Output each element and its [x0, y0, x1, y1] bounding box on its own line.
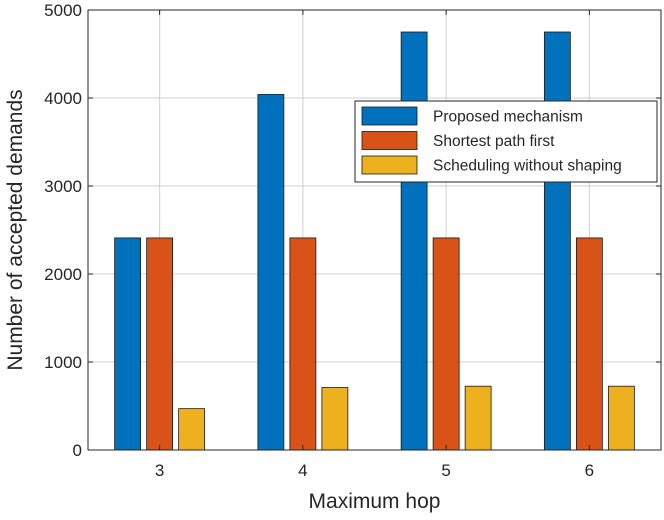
y-tick-label: 3000 [44, 177, 82, 196]
x-tick-label: 6 [585, 461, 594, 480]
bar-proposed-mechanism-4 [257, 94, 285, 451]
plot-frame [87, 9, 662, 451]
x-tick-label: 4 [298, 461, 307, 480]
bar-shortest-path-first-6 [575, 237, 603, 451]
y-tick-label: 5000 [44, 1, 82, 20]
x-axis-label: Maximum hop [309, 490, 441, 513]
bar-proposed-mechanism-5 [400, 31, 428, 451]
bar-shortest-path-first-3 [146, 237, 174, 451]
legend-entry: Proposed mechanism [433, 109, 583, 126]
legend-swatch [361, 131, 418, 150]
bar-scheduling-without-shaping-5 [464, 385, 492, 451]
x-tick-label: 3 [155, 461, 164, 480]
bar-shortest-path-first-4 [289, 237, 317, 451]
y-tick-label: 0 [73, 441, 82, 460]
bar-scheduling-without-shaping-4 [321, 387, 349, 451]
axis-ticks: 0 1000 2000 3000 4000 5000 3 4 5 6 [44, 1, 661, 480]
y-tick-label: 2000 [44, 265, 82, 284]
y-axis-label: Number of accepted demands [4, 89, 27, 370]
y-tick-label: 4000 [44, 89, 82, 108]
legend-swatch [361, 106, 418, 126]
x-tick-label: 5 [441, 461, 450, 480]
legend-entry: Shortest path first [433, 133, 555, 150]
bar-proposed-mechanism-3 [114, 237, 142, 451]
legend-entry: Scheduling without shaping [433, 158, 622, 175]
y-tick-label: 1000 [44, 353, 82, 372]
legend: Proposed mechanism Shortest path first Sch… [354, 100, 658, 183]
legend-swatch [361, 155, 418, 175]
bar-proposed-mechanism-6 [543, 31, 571, 451]
plot-background [88, 10, 661, 450]
bar-scheduling-without-shaping-3 [178, 408, 206, 451]
bar-shortest-path-first-5 [432, 237, 460, 451]
bar-scheduling-without-shaping-6 [607, 385, 635, 451]
